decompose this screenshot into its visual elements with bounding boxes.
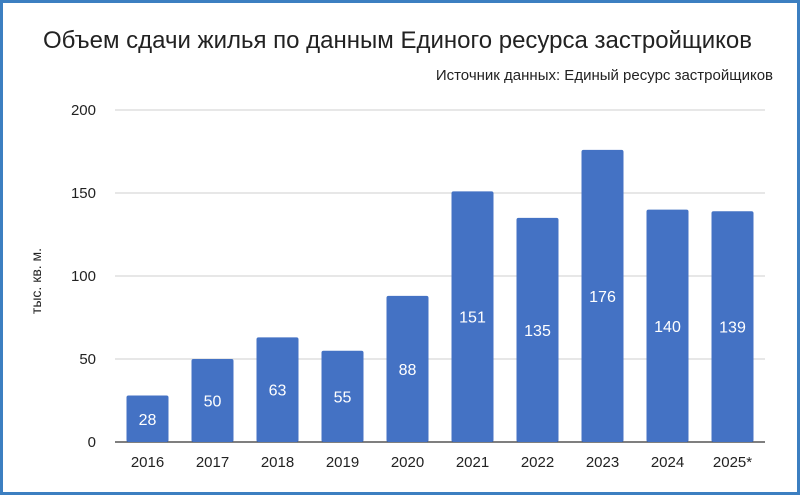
x-tick-label: 2025*	[713, 454, 752, 471]
bar	[581, 149, 624, 442]
bar	[516, 217, 559, 442]
x-tick-label: 2024	[651, 454, 684, 471]
bar	[711, 211, 754, 442]
bar-data-label: 151	[459, 310, 486, 327]
y-tick-label: 150	[71, 185, 96, 202]
y-tick-label: 0	[88, 434, 96, 451]
bar	[386, 295, 429, 442]
bar-data-label: 176	[589, 289, 616, 306]
chart-subtitle: Источник данных: Единый ресурс застройщи…	[435, 67, 773, 84]
x-tick-label: 2016	[131, 454, 164, 471]
bar	[191, 359, 234, 442]
x-tick-label: 2017	[196, 454, 229, 471]
x-tick-label: 2020	[391, 454, 424, 471]
x-tick-label: 2019	[326, 454, 359, 471]
x-tick-label: 2022	[521, 454, 554, 471]
chart-title: Объем сдачи жилья по данным Единого ресу…	[43, 27, 752, 54]
bar	[126, 395, 169, 442]
x-axis: 2016 2017 2018 2019 2020 2021 2022 2023 2024 2025…	[131, 454, 752, 471]
bars: 28 50 63 55 88 151 135 176 140 139	[126, 149, 754, 442]
bar-data-label: 28	[139, 412, 157, 429]
bar-data-label: 50	[204, 394, 222, 411]
x-tick-label: 2018	[261, 454, 294, 471]
bar	[646, 209, 689, 442]
x-tick-label: 2023	[586, 454, 619, 471]
bar-data-label: 63	[269, 383, 287, 400]
bar-data-label: 139	[719, 320, 746, 337]
y-tick-label: 200	[71, 102, 96, 119]
bar	[451, 191, 494, 442]
bar-data-label: 55	[334, 389, 352, 406]
y-tick-label: 100	[71, 268, 96, 285]
y-axis-label: тыс. кв. м.	[28, 248, 44, 314]
y-tick-label: 50	[79, 351, 96, 368]
bar	[256, 337, 299, 442]
bar	[321, 350, 364, 442]
bar-data-label: 140	[654, 319, 681, 336]
bar-data-label: 88	[399, 362, 417, 379]
bar-data-label: 135	[524, 323, 551, 340]
x-tick-label: 2021	[456, 454, 489, 471]
y-axis: 0 50 100 150 200	[71, 102, 96, 451]
